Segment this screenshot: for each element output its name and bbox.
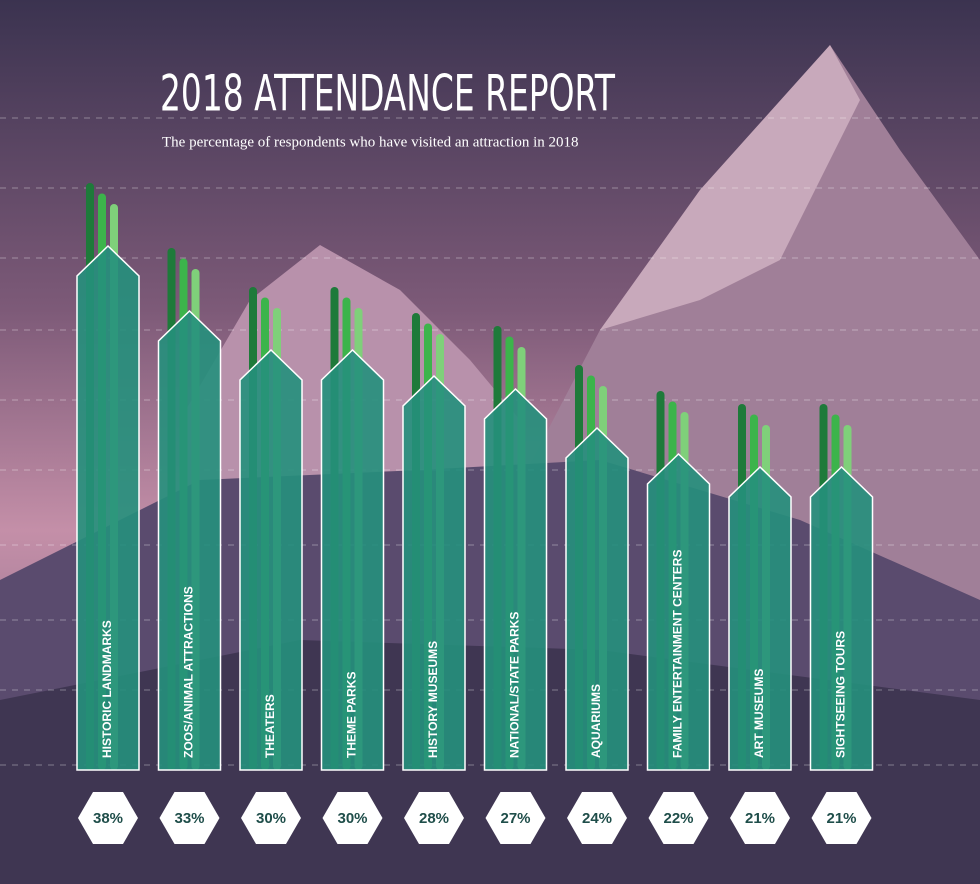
value-label: 22% [663, 810, 693, 827]
bar [239, 348, 303, 771]
value-badge [159, 792, 220, 844]
chart-subtitle: The percentage of respondents who have v… [162, 134, 579, 150]
bar [483, 387, 548, 771]
value-badge [241, 792, 301, 844]
category-label: HISTORY MUSEUMS [426, 641, 440, 758]
category-label: FAMILY ENTERTAINMENT CENTERS [671, 550, 685, 758]
value-label: 24% [582, 810, 612, 827]
bar [565, 426, 629, 771]
category-label: SIGHTSEEING TOURS [834, 631, 848, 758]
mountain-snow [600, 45, 860, 330]
value-label: 38% [93, 810, 123, 827]
value-label: 27% [500, 810, 530, 827]
category-label: ZOOS/ANIMAL ATTRACTIONS [182, 586, 196, 758]
value-badge [648, 792, 709, 844]
category-label: AQUARIUMS [589, 684, 603, 758]
bar [402, 374, 466, 771]
value-badge [322, 792, 383, 844]
bar [157, 309, 222, 771]
bar [809, 465, 874, 771]
bar [728, 465, 792, 771]
value-badge [567, 792, 627, 844]
value-badge [404, 792, 464, 844]
bar [76, 244, 140, 771]
value-label: 30% [256, 810, 286, 827]
value-badge [485, 792, 546, 844]
value-badge [811, 792, 872, 844]
bar [320, 348, 385, 771]
category-label: NATIONAL/STATE PARKS [508, 612, 522, 758]
value-label: 30% [337, 810, 367, 827]
category-label: THEME PARKS [345, 672, 359, 758]
category-label: HISTORIC LANDMARKS [100, 620, 114, 758]
value-badge [78, 792, 138, 844]
category-label: THEATERS [263, 694, 277, 758]
value-label: 21% [745, 810, 775, 827]
value-badge [730, 792, 790, 844]
value-label: 21% [826, 810, 856, 827]
value-label: 28% [419, 810, 449, 827]
value-label: 33% [174, 810, 204, 827]
chart-title: 2018 ATTENDANCE REPORT [160, 65, 615, 123]
category-label: ART MUSEUMS [752, 669, 766, 758]
bar [646, 452, 711, 771]
